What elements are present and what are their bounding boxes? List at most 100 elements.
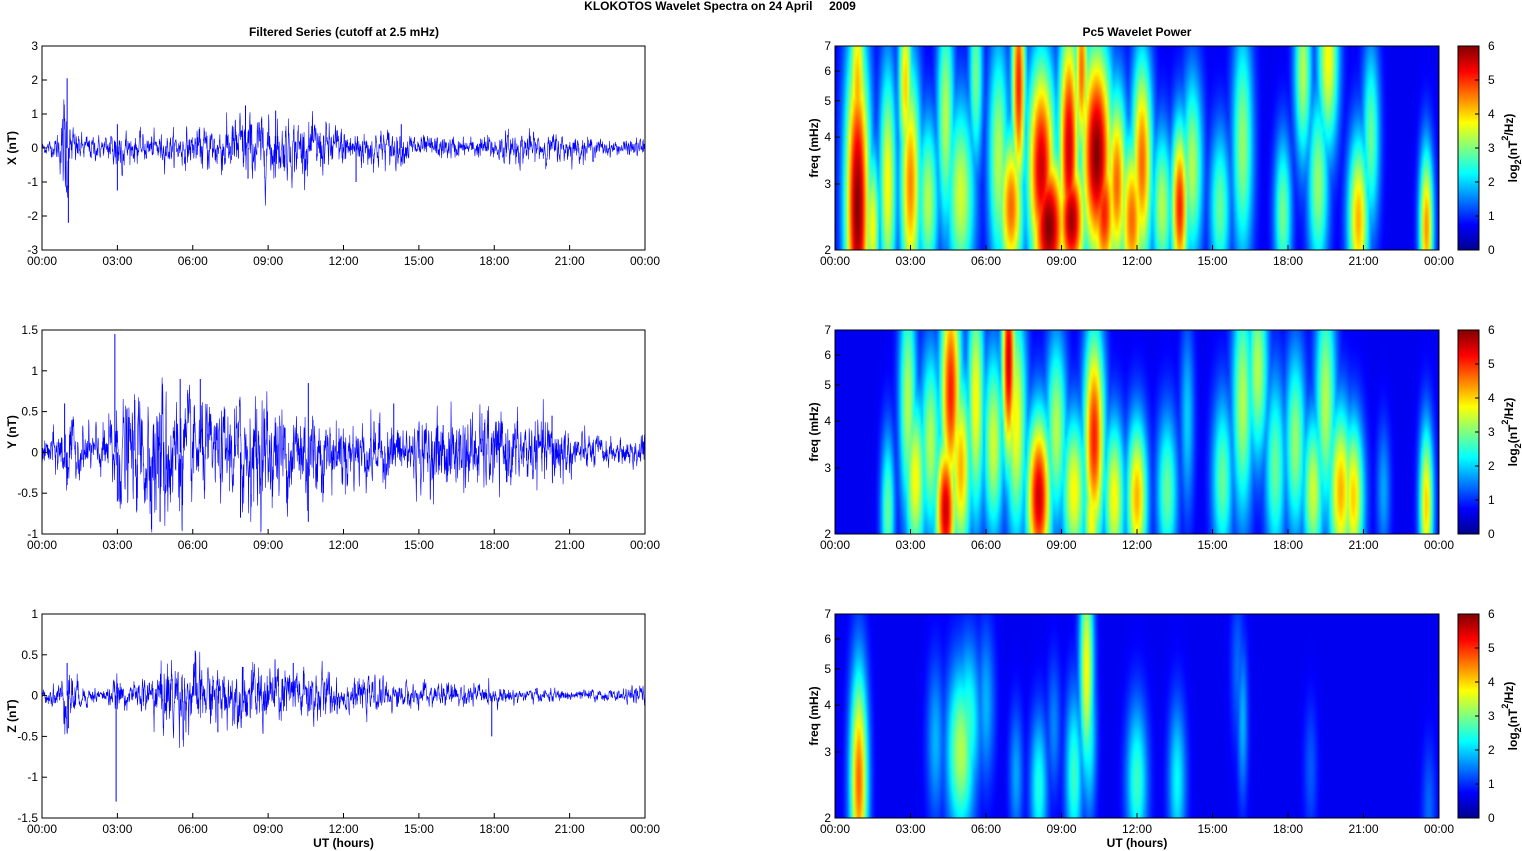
filtered-series-panel-z: -1.5 -1 -0.5 0 0.5 1 00:00 03:00 06:00 09:00 12:00… xyxy=(5,607,660,850)
y-tick-label: 7 xyxy=(824,323,831,337)
colorbar-tick-label: 3 xyxy=(1488,425,1495,439)
x-tick-label: 18:00 xyxy=(1273,822,1303,836)
x-tick-label: 00:00 xyxy=(820,538,850,552)
colorbar-tick-label: 1 xyxy=(1488,493,1495,507)
y-axis-label: freq (mHz) xyxy=(807,686,821,745)
x-tick-label: 18:00 xyxy=(479,822,509,836)
x-tick-label: 12:00 xyxy=(328,254,358,268)
x-tick-label: 09:00 xyxy=(1046,538,1076,552)
x-tick-label: 12:00 xyxy=(1122,822,1152,836)
filtered-series-panel-y: -1 -0.5 0 0.5 1 1.5 00:00 03:00 06:00 09:00 12:00 1… xyxy=(5,323,660,552)
y-tick-label: 2 xyxy=(31,73,38,87)
x-tick-label: 00:00 xyxy=(1424,538,1454,552)
x-axis-label: UT (hours) xyxy=(313,836,374,850)
colorbar-label-part: 2 xyxy=(1513,727,1522,732)
x-tick-label: 18:00 xyxy=(1273,254,1303,268)
x-tick-label: 15:00 xyxy=(404,822,434,836)
colorbar-tick-label: 5 xyxy=(1488,357,1495,371)
x-tick-label: 06:00 xyxy=(971,254,1001,268)
left-column-title: Filtered Series (cutoff at 2.5 mHz) xyxy=(249,25,439,39)
colorbar-label: log2(nT2/Hz) xyxy=(1500,682,1522,751)
colorbar-tick-label: 5 xyxy=(1488,641,1495,655)
colorbar-label-part: log xyxy=(1506,448,1520,466)
x-tick-label: 03:00 xyxy=(102,822,132,836)
colorbar-tick-label: 6 xyxy=(1488,323,1495,337)
y-tick-label: 6 xyxy=(824,348,831,362)
colorbar-tick-label: 2 xyxy=(1488,743,1495,757)
y-tick-label: 0.5 xyxy=(21,405,38,419)
y-tick-label: 1 xyxy=(31,364,38,378)
colorbar-label: log2(nT2/Hz) xyxy=(1500,398,1522,467)
x-axis-label: UT (hours) xyxy=(1107,836,1168,850)
colorbar-label-part: (nT xyxy=(1506,424,1520,443)
y-tick-label: 2 xyxy=(824,811,831,825)
y-tick-label: 4 xyxy=(824,698,831,712)
y-tick-label: -1 xyxy=(27,770,38,784)
x-tick-label: 00:00 xyxy=(820,254,850,268)
colorbar-tick-label: 2 xyxy=(1488,459,1495,473)
y-tick-label: -1 xyxy=(27,175,38,189)
colorbar-label-part: 2 xyxy=(1500,420,1510,425)
y-tick-label: 1.5 xyxy=(21,323,38,337)
y-tick-label: -2 xyxy=(27,209,38,223)
y-tick-label: 3 xyxy=(824,461,831,475)
colorbar-tick-label: 0 xyxy=(1488,243,1495,257)
y-axis-label: freq (mHz) xyxy=(807,118,821,177)
x-tick-label: 00:00 xyxy=(630,254,660,268)
wavelet-power-heatmap xyxy=(835,46,1439,250)
right-column-title: Pc5 Wavelet Power xyxy=(1083,25,1192,39)
x-tick-label: 06:00 xyxy=(971,538,1001,552)
x-tick-label: 00:00 xyxy=(27,538,57,552)
x-tick-label: 09:00 xyxy=(253,538,283,552)
x-tick-label: 00:00 xyxy=(27,822,57,836)
x-tick-label: 00:00 xyxy=(1424,254,1454,268)
x-tick-label: 12:00 xyxy=(1122,538,1152,552)
x-tick-label: 06:00 xyxy=(178,822,208,836)
y-tick-label: 0 xyxy=(31,445,38,459)
y-tick-label: -1 xyxy=(27,527,38,541)
colorbar-tick-label: 6 xyxy=(1488,39,1495,53)
y-tick-label: 0 xyxy=(31,141,38,155)
x-tick-label: 00:00 xyxy=(27,254,57,268)
y-tick-label: 7 xyxy=(824,607,831,621)
y-tick-label: -3 xyxy=(27,243,38,257)
colorbar-tick-label: 6 xyxy=(1488,607,1495,621)
x-tick-label: 18:00 xyxy=(479,538,509,552)
filtered-series-panel-x: -3 -2 -1 0 1 2 3 00:00 03:00 06:00 09:00 12:00 15:00… xyxy=(5,39,660,268)
series-line xyxy=(41,99,646,206)
y-tick-label: 5 xyxy=(824,94,831,108)
y-tick-label: 2 xyxy=(824,243,831,257)
x-tick-label: 03:00 xyxy=(102,254,132,268)
colorbar-tick-label: 4 xyxy=(1488,675,1495,689)
y-tick-label: 3 xyxy=(824,177,831,191)
colorbar-label-part: 2 xyxy=(1513,443,1522,448)
colorbar-label-part: (nT xyxy=(1506,140,1520,159)
x-tick-label: 15:00 xyxy=(404,254,434,268)
y-tick-label: 6 xyxy=(824,64,831,78)
y-axis-label: X (nT) xyxy=(5,131,19,165)
colorbar-tick-label: 5 xyxy=(1488,73,1495,87)
y-axis-label: freq (mHz) xyxy=(807,402,821,461)
colorbar-tick-label: 4 xyxy=(1488,391,1495,405)
x-tick-label: 06:00 xyxy=(178,254,208,268)
y-tick-label: 3 xyxy=(824,745,831,759)
colorbar-tick-label: 0 xyxy=(1488,811,1495,825)
x-tick-label: 21:00 xyxy=(555,538,585,552)
y-tick-label: 1 xyxy=(31,107,38,121)
figure-title: KLOKOTOS Wavelet Spectra on 24 April 200… xyxy=(584,0,856,13)
y-tick-label: 6 xyxy=(824,632,831,646)
colorbar-label-part: /Hz) xyxy=(1502,398,1516,420)
colorbar-label-part: log xyxy=(1506,732,1520,750)
x-tick-label: 18:00 xyxy=(479,254,509,268)
wavelet-power-heatmap xyxy=(835,614,1439,818)
y-axis-label: Y (nT) xyxy=(5,415,19,449)
colorbar-label-part: /Hz) xyxy=(1502,114,1516,136)
x-tick-label: 12:00 xyxy=(328,822,358,836)
